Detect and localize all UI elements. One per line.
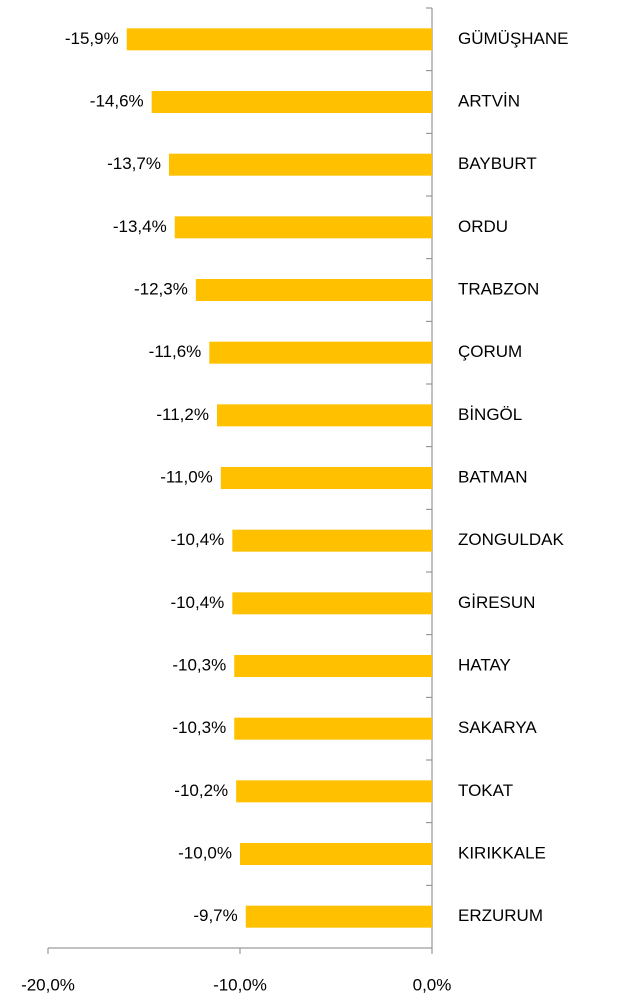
value-label: -12,3% xyxy=(134,279,188,298)
value-label: -11,6% xyxy=(149,342,202,361)
value-label: -10,4% xyxy=(170,530,224,549)
category-label: BİNGÖL xyxy=(458,405,522,424)
category-label: KIRIKKALE xyxy=(458,843,546,862)
value-label: -14,6% xyxy=(90,91,144,110)
category-label: GÜMÜŞHANE xyxy=(458,29,569,48)
bar xyxy=(151,91,432,113)
category-label: BAYBURT xyxy=(458,154,537,173)
bar xyxy=(232,592,432,615)
category-label: HATAY xyxy=(458,655,511,674)
bar xyxy=(220,467,432,489)
category-label: SAKARYA xyxy=(458,718,537,737)
bar xyxy=(234,655,432,677)
x-tick-label: 0,0% xyxy=(413,975,452,994)
value-label: -11,2% xyxy=(156,405,209,424)
category-label: ORDU xyxy=(458,217,508,236)
bar xyxy=(236,780,432,803)
category-label: TOKAT xyxy=(458,781,513,800)
bar xyxy=(174,216,432,239)
category-label: BATMAN xyxy=(458,467,528,486)
bar xyxy=(216,404,432,427)
bar xyxy=(232,529,432,552)
category-label: ZONGULDAK xyxy=(458,530,564,549)
value-label: -15,9% xyxy=(65,29,119,48)
value-label: -10,3% xyxy=(172,655,226,674)
x-tick-label: -20,0% xyxy=(21,975,75,994)
value-label: -10,3% xyxy=(172,718,226,737)
value-label: -10,4% xyxy=(170,593,224,612)
value-label: -10,0% xyxy=(178,843,232,862)
bar xyxy=(126,28,432,51)
bar xyxy=(234,717,432,740)
bar xyxy=(245,905,432,928)
value-label: -13,4% xyxy=(113,217,167,236)
category-label: GİRESUN xyxy=(458,593,535,612)
value-label: -10,2% xyxy=(174,781,228,800)
value-label: -11,0% xyxy=(160,467,213,486)
category-label: TRABZON xyxy=(458,279,539,298)
x-tick-label: -10,0% xyxy=(213,975,267,994)
category-label: ERZURUM xyxy=(458,906,543,925)
value-label: -9,7% xyxy=(193,906,237,925)
bar xyxy=(195,279,432,301)
value-label: -13,7% xyxy=(107,154,161,173)
category-label: ARTVİN xyxy=(458,91,520,110)
bar xyxy=(240,843,432,865)
bar xyxy=(168,153,432,176)
bar xyxy=(209,341,432,364)
category-label: ÇORUM xyxy=(458,342,522,361)
